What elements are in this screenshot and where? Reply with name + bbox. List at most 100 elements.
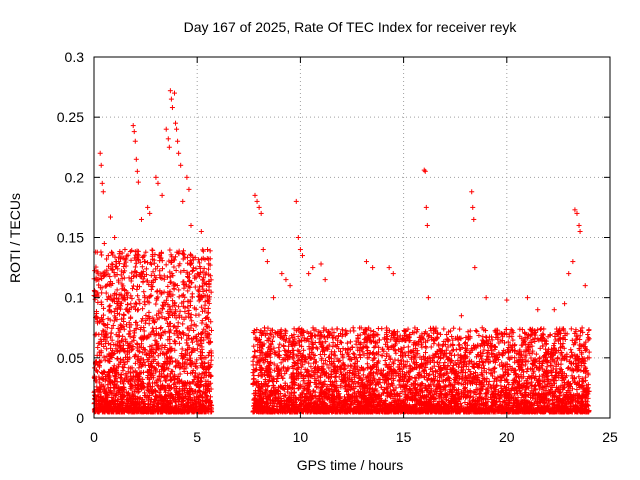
- data-point: [104, 346, 110, 352]
- data-point: [153, 301, 159, 307]
- data-point: [173, 315, 179, 321]
- data-point: [176, 304, 182, 310]
- data-point: [141, 299, 147, 305]
- data-point: [180, 248, 186, 254]
- data-point: [128, 315, 134, 321]
- data-point: [121, 311, 127, 317]
- data-point: [190, 265, 196, 271]
- data-point: [128, 293, 134, 299]
- data-point: [114, 287, 120, 293]
- data-point: [189, 291, 195, 297]
- data-point: [184, 357, 190, 363]
- data-point: [331, 352, 337, 358]
- data-point: [185, 298, 191, 304]
- data-point: [170, 273, 176, 279]
- data-point: [154, 289, 160, 295]
- data-point: [140, 306, 146, 312]
- data-point: [198, 338, 204, 344]
- data-point: [568, 347, 574, 353]
- data-point: [200, 269, 206, 275]
- data-point: [419, 344, 425, 350]
- data-point: [199, 308, 205, 314]
- data-point: [134, 286, 140, 292]
- data-point: [191, 327, 197, 333]
- data-point: [129, 296, 135, 302]
- data-point: [195, 257, 201, 263]
- data-point: [186, 308, 192, 314]
- data-point: [176, 294, 182, 300]
- data-point: [98, 249, 104, 255]
- chart-title: Day 167 of 2025, Rate Of TEC Index for r…: [184, 19, 518, 35]
- data-point: [140, 254, 146, 260]
- data-point: [134, 301, 140, 307]
- data-point: [185, 311, 191, 317]
- data-point: [156, 389, 162, 395]
- data-point: [106, 304, 112, 310]
- data-point: [251, 354, 257, 360]
- data-point: [127, 334, 133, 340]
- data-point: [109, 337, 115, 343]
- data-point: [108, 330, 114, 336]
- data-point: [177, 308, 183, 314]
- data-point: [125, 302, 131, 308]
- data-point: [473, 328, 479, 334]
- data-point: [441, 326, 447, 332]
- data-point: [105, 316, 111, 322]
- data-point: [209, 353, 215, 359]
- data-points: [91, 88, 592, 415]
- data-point: [405, 344, 411, 350]
- data-point: [143, 249, 149, 255]
- data-point: [95, 344, 101, 350]
- data-point: [568, 326, 574, 332]
- data-point: [110, 322, 116, 328]
- data-point: [99, 252, 105, 258]
- data-point: [105, 321, 111, 327]
- data-point: [376, 337, 382, 343]
- data-point: [134, 340, 140, 346]
- data-point: [196, 371, 202, 377]
- data-point: [187, 251, 193, 257]
- data-point: [175, 320, 181, 326]
- data-point: [350, 325, 356, 331]
- data-point: [524, 369, 530, 375]
- data-point: [136, 365, 142, 371]
- data-point: [133, 319, 139, 325]
- data-point: [171, 338, 177, 344]
- data-point: [163, 262, 169, 268]
- data-point: [140, 279, 146, 285]
- data-point: [130, 286, 136, 292]
- data-point: [493, 383, 499, 389]
- data-point: [205, 352, 211, 358]
- data-point: [116, 296, 122, 302]
- data-point: [451, 325, 457, 331]
- data-point: [128, 257, 134, 263]
- data-point: [176, 287, 182, 293]
- data-point: [480, 334, 486, 340]
- data-point: [141, 289, 147, 295]
- data-point: [126, 331, 132, 337]
- data-point: [533, 351, 539, 357]
- data-point: [111, 308, 117, 314]
- data-point: [537, 345, 543, 351]
- data-point: [165, 283, 171, 289]
- data-point: [167, 247, 173, 253]
- data-point: [153, 325, 159, 331]
- data-point: [364, 344, 370, 350]
- data-point: [208, 357, 214, 363]
- data-point: [146, 321, 152, 327]
- data-point: [130, 346, 136, 352]
- data-point: [123, 322, 129, 328]
- data-point: [457, 326, 463, 332]
- data-point: [109, 261, 115, 267]
- data-point: [180, 321, 186, 327]
- data-point: [188, 261, 194, 267]
- data-point: [465, 329, 471, 335]
- data-point: [167, 280, 173, 286]
- data-point: [457, 342, 463, 348]
- data-point: [189, 339, 195, 345]
- data-point: [115, 355, 121, 361]
- data-point: [132, 264, 138, 270]
- data-point: [107, 303, 113, 309]
- data-point: [108, 334, 114, 340]
